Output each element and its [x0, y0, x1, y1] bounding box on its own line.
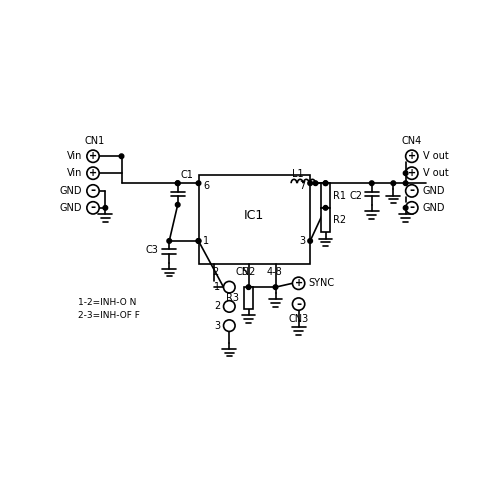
Text: 3: 3	[300, 236, 306, 246]
Circle shape	[119, 154, 124, 158]
Circle shape	[224, 300, 235, 312]
Text: +: +	[89, 151, 97, 161]
Circle shape	[404, 181, 408, 186]
Circle shape	[323, 206, 328, 210]
Text: +: +	[408, 168, 416, 178]
Text: L1: L1	[292, 169, 304, 179]
Text: CN1: CN1	[84, 136, 104, 146]
Text: GND: GND	[60, 203, 82, 213]
Text: 3: 3	[214, 320, 220, 330]
Circle shape	[87, 150, 99, 162]
Text: V out: V out	[422, 151, 448, 161]
Circle shape	[391, 181, 396, 186]
Text: V out: V out	[422, 168, 448, 178]
Circle shape	[406, 150, 418, 162]
Text: GND: GND	[60, 186, 82, 196]
Bar	[198, 176, 310, 264]
Text: CN3: CN3	[288, 314, 308, 324]
Text: 6: 6	[203, 182, 209, 192]
Circle shape	[87, 184, 99, 197]
Text: +: +	[408, 151, 416, 161]
Circle shape	[292, 298, 305, 310]
Circle shape	[404, 171, 408, 175]
Text: Vin: Vin	[67, 151, 82, 161]
Text: R2: R2	[333, 215, 346, 225]
Circle shape	[196, 181, 201, 186]
Text: 2-3=INH-OF F: 2-3=INH-OF F	[78, 311, 140, 320]
Circle shape	[406, 167, 418, 179]
Circle shape	[224, 320, 235, 332]
Text: R3: R3	[226, 293, 239, 303]
Circle shape	[176, 181, 180, 186]
Circle shape	[292, 277, 305, 289]
Circle shape	[404, 206, 408, 210]
Text: -: -	[409, 202, 414, 214]
Circle shape	[370, 181, 374, 186]
Text: +: +	[294, 278, 302, 288]
Text: -: -	[90, 202, 96, 214]
Circle shape	[323, 181, 328, 186]
Text: IC1: IC1	[244, 210, 264, 222]
Circle shape	[273, 285, 278, 290]
Circle shape	[196, 238, 201, 244]
Text: R1: R1	[333, 190, 346, 200]
Text: GND: GND	[422, 186, 445, 196]
Text: GND: GND	[422, 203, 445, 213]
Text: -: -	[90, 184, 96, 198]
Circle shape	[176, 181, 180, 186]
Circle shape	[224, 282, 235, 293]
Text: C3: C3	[146, 245, 158, 255]
Circle shape	[103, 206, 108, 210]
Bar	[321, 208, 330, 233]
Text: 1: 1	[203, 236, 209, 246]
Text: CN4: CN4	[402, 136, 422, 146]
Circle shape	[406, 184, 418, 197]
Text: CN2: CN2	[236, 267, 256, 277]
Text: +: +	[89, 168, 97, 178]
Circle shape	[406, 202, 418, 214]
Text: 2: 2	[212, 267, 218, 277]
Text: 2: 2	[214, 302, 220, 312]
Circle shape	[87, 202, 99, 214]
Circle shape	[246, 285, 251, 290]
Circle shape	[196, 238, 201, 244]
Bar	[321, 183, 330, 208]
Text: 1: 1	[214, 282, 220, 292]
Text: 7: 7	[300, 182, 306, 192]
Bar	[244, 287, 253, 308]
Circle shape	[176, 202, 180, 207]
Text: -: -	[296, 298, 301, 310]
Text: 4-8: 4-8	[266, 267, 282, 277]
Text: 1-2=INH-O N: 1-2=INH-O N	[78, 298, 136, 307]
Circle shape	[308, 181, 312, 186]
Circle shape	[167, 238, 172, 244]
Text: 5: 5	[242, 267, 248, 277]
Text: C1: C1	[180, 170, 193, 180]
Text: SYNC: SYNC	[308, 278, 334, 288]
Text: Vin: Vin	[67, 168, 82, 178]
Circle shape	[323, 181, 328, 186]
Circle shape	[308, 238, 312, 244]
Circle shape	[313, 181, 318, 186]
Text: C2: C2	[350, 190, 362, 200]
Text: -: -	[409, 184, 414, 198]
Circle shape	[87, 167, 99, 179]
